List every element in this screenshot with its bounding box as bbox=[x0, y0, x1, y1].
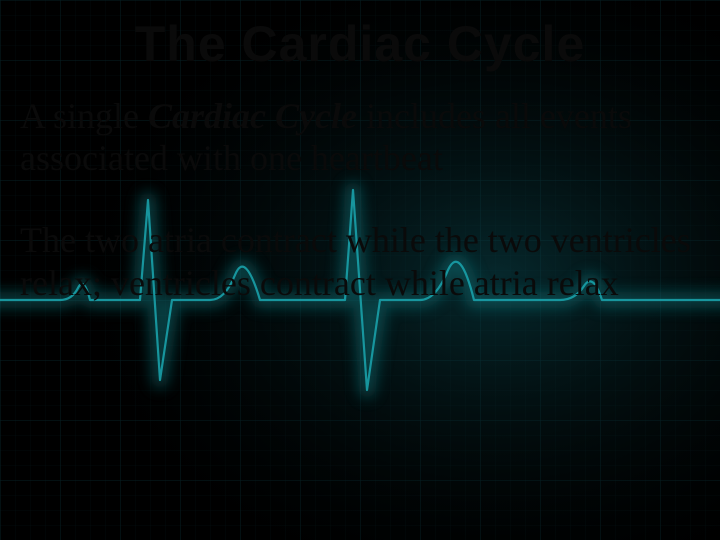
paragraph-2: The two atria contract while the two ven… bbox=[20, 219, 700, 304]
paragraph-1: A single Cardiac Cycle includes all even… bbox=[20, 95, 700, 180]
slide-title: The Cardiac Cycle bbox=[20, 18, 700, 71]
slide-content: The Cardiac Cycle A single Cardiac Cycle… bbox=[0, 0, 720, 540]
para1-em: Cardiac Cycle bbox=[148, 96, 357, 136]
para1-pre: A single bbox=[20, 96, 148, 136]
